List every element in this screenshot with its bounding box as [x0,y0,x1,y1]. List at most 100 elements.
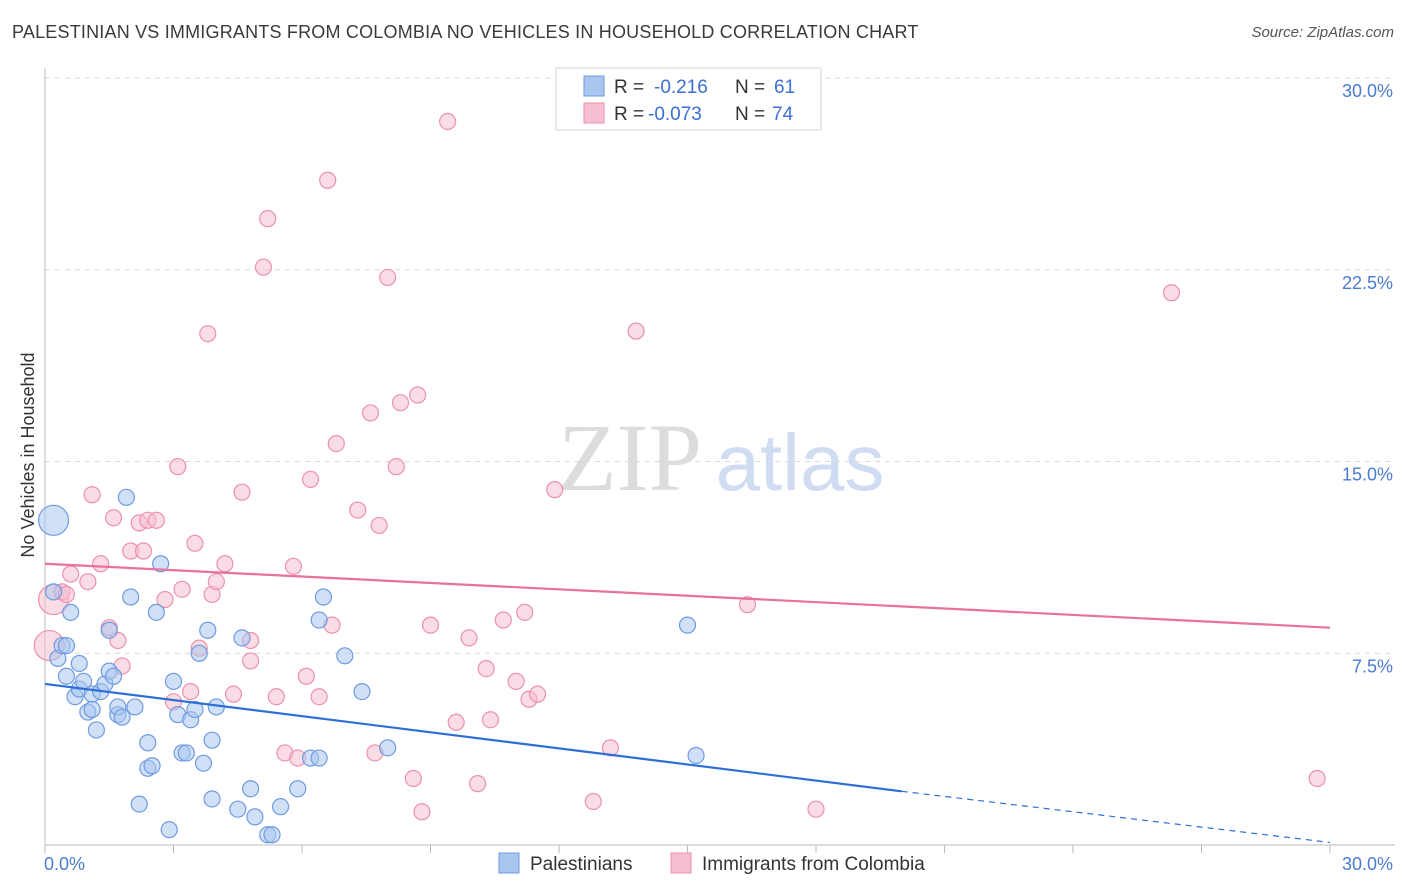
watermark: ZIP atlas [558,404,884,511]
bottom-legend-swatch-palestinians [498,852,520,874]
palestinians-point-54 [310,749,328,767]
grid-lines [45,77,1395,654]
chart-source: Source: ZipAtlas.com [1251,24,1394,41]
y-tick-label-1: 15.0% [1342,465,1393,485]
colombia-point-4 [62,565,80,583]
palestinians-point-5 [57,667,76,685]
palestinians-point-24 [122,588,140,606]
colombia-point-17 [156,590,174,609]
colombia-point-41 [319,171,337,189]
colombia-point-56 [447,713,465,731]
palestinians-point-39 [190,644,208,662]
x-tick-label-1: 30.0% [1342,854,1393,874]
y-tick-label-2: 22.5% [1342,273,1393,293]
colombia-point-27 [216,555,234,573]
palestinians-point-42 [203,790,221,808]
colombia-point-66 [546,481,564,499]
colombia-point-7 [92,555,110,573]
colombia-point-72 [1162,284,1181,302]
colombia-point-32 [254,258,273,276]
colombia-point-44 [349,501,367,519]
palestinians-point-18 [100,621,118,639]
palestinians-point-25 [126,698,144,716]
palestinians-point-56 [314,588,333,606]
palestinians-point-61 [687,746,705,765]
palestinians-point-22 [113,708,131,726]
colombia-point-24 [199,325,217,343]
colombia-point-53 [413,803,431,821]
colombia-point-14 [134,542,153,560]
trend-line-colombia [44,562,1331,629]
y-axis-title: No Vehicles in Household [18,352,38,557]
palestinians-point-14 [87,721,106,739]
series-legend: Palestinians Immigrants from Colombia [498,852,925,875]
colombia-point-20 [173,580,191,598]
palestinians-point-26 [130,795,148,813]
colombia-point-67 [584,792,602,811]
colombia-point-5 [79,573,97,591]
palestinians-point-58 [353,682,371,701]
palestinians-point-50 [263,826,281,844]
palestinians-point-30 [147,603,165,621]
colombia-point-58 [469,775,487,793]
watermark-zip: ZIP [558,404,702,511]
x-tick-label-0: 0.0% [44,854,85,874]
palestinians-point-38 [186,700,204,719]
palestinians-point-59 [379,739,397,757]
colombia-point-43 [327,435,345,453]
colombia-point-38 [297,667,315,685]
colombia-point-45 [361,404,380,422]
colombia-point-36 [284,557,303,575]
colombia-point-62 [507,672,525,690]
bottom-legend-swatch-colombia [670,852,692,874]
trend-lines [44,562,1331,844]
colombia-point-21 [182,682,200,701]
palestinians-point-32 [160,821,178,839]
legend-n-label-1: N = [735,77,765,98]
y-tick-label-3: 30.0% [1342,81,1393,101]
palestinians-point-33 [164,672,183,690]
bottom-legend-colombia: Immigrants from Colombia [702,854,925,875]
series-colombia-points [33,112,1326,821]
colombia-point-71 [807,800,825,818]
legend-swatch-blue [583,75,605,97]
trend-line-palestinians-extension [901,790,1331,844]
trend-line-palestinians [44,682,902,793]
correlation-legend: R = -0.216 N = 61 R = -0.073 N = 74 [555,67,822,131]
palestinians-point-13 [83,700,101,719]
chart-title: PALESTINIAN VS IMMIGRANTS FROM COLOMBIA … [12,22,919,42]
colombia-point-34 [267,688,285,706]
colombia-point-50 [391,394,410,412]
legend-r-label-2: R = [614,104,644,125]
palestinians-point-45 [229,800,247,818]
legend-r-label-1: R = [614,77,644,98]
colombia-point-61 [494,611,512,629]
legend-n-value-2: 74 [772,104,794,125]
series-palestinians-points [37,488,705,844]
axes [44,68,1395,853]
colombia-point-19 [169,458,187,476]
colombia-point-55 [439,112,457,131]
legend-r-value-1: -0.216 [654,77,708,98]
colombia-point-40 [310,688,328,706]
legend-n-label-2: N = [735,104,765,125]
colombia-point-39 [301,470,320,488]
colombia-point-60 [481,711,500,729]
bottom-legend-palestinians: Palestinians [530,854,632,875]
tick-labels: 7.5% 15.0% 22.5% 30.0% 0.0% 30.0% [44,81,1393,874]
colombia-point-70 [738,596,757,614]
colombia-point-48 [379,268,397,287]
colombia-point-33 [259,210,277,228]
colombia-point-49 [387,458,405,476]
colombia-point-65 [528,685,547,703]
palestinians-point-6 [62,603,80,621]
palestinians-point-23 [117,488,135,506]
palestinians-point-36 [177,744,195,762]
colombia-point-57 [460,629,478,647]
palestinians-point-4 [57,636,76,655]
palestinians-point-31 [152,555,170,573]
palestinians-point-0 [37,504,70,536]
colombia-point-73 [1308,769,1326,788]
legend-n-value-1: 61 [774,77,795,98]
palestinians-point-1 [44,583,63,601]
